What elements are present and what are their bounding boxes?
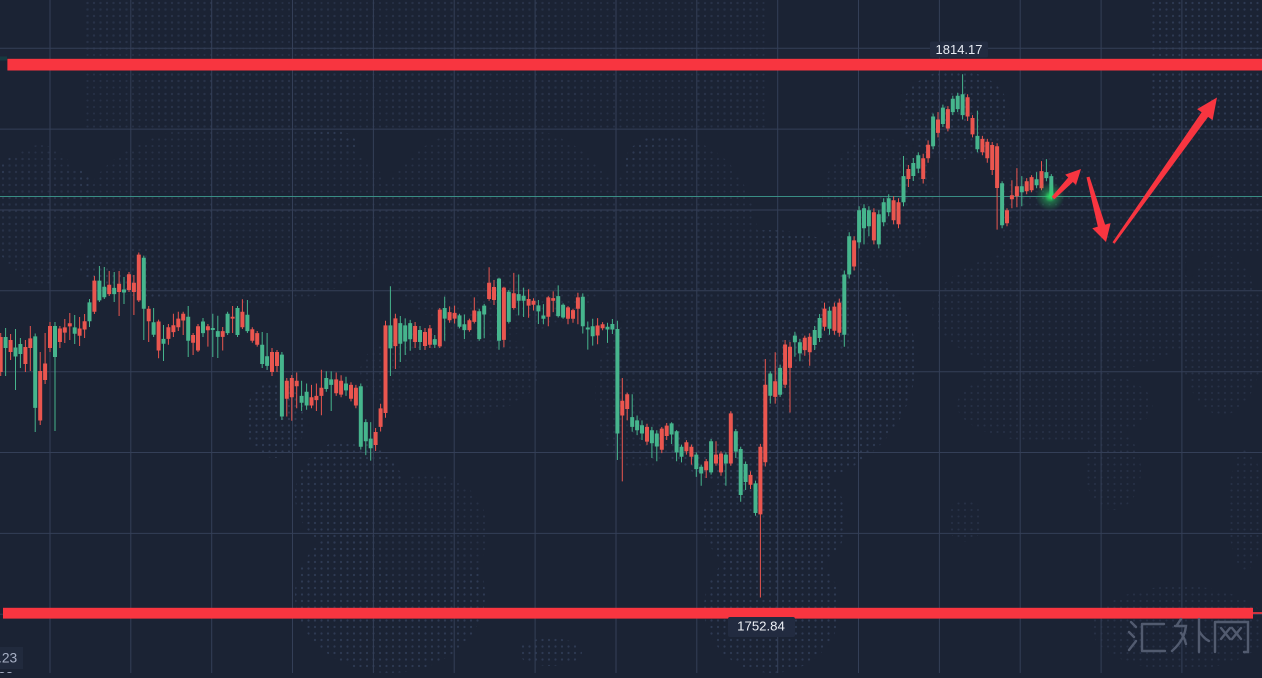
- svg-text:.23: .23: [0, 651, 18, 666]
- svg-text:1814.17: 1814.17: [936, 42, 983, 57]
- svg-text:23: 23: [0, 670, 14, 674]
- svg-text:1752.84: 1752.84: [737, 619, 785, 634]
